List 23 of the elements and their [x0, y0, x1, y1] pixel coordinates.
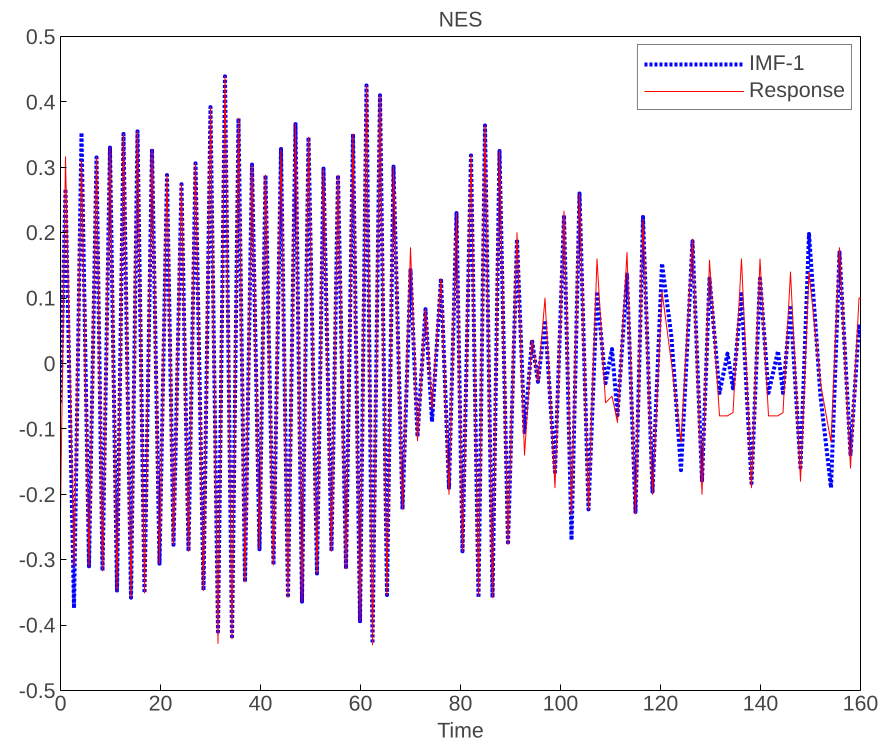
- y-tick-label: -0.4: [18, 614, 56, 638]
- y-tick-label: 0: [44, 352, 56, 376]
- y-tick-label: -0.3: [18, 548, 56, 572]
- y-tick-label: 0.5: [26, 25, 56, 49]
- y-tick-label: 0.4: [26, 90, 56, 114]
- legend-label: Response: [748, 78, 845, 103]
- x-tick-label: 160: [842, 692, 878, 716]
- x-tick-label: 120: [642, 692, 678, 716]
- x-tick-label: 140: [742, 692, 778, 716]
- y-tick-label: -0.1: [18, 417, 56, 442]
- x-tick-label: 100: [542, 692, 578, 716]
- y-tick-label: 0.2: [26, 221, 56, 246]
- x-tick-label: 20: [148, 692, 172, 716]
- y-tick-label: 0.1: [26, 286, 56, 311]
- x-axis-title: Time: [437, 718, 484, 742]
- y-tick-label: 0.3: [26, 156, 56, 180]
- legend-label: IMF-1: [748, 51, 805, 76]
- x-tick-label: 80: [448, 692, 472, 716]
- y-tick-label: -0.5: [18, 679, 56, 703]
- x-tick-label: 40: [248, 692, 272, 716]
- y-tick-label: -0.2: [18, 482, 56, 507]
- x-tick-label: 60: [348, 692, 372, 716]
- chart-title: NES: [438, 8, 482, 32]
